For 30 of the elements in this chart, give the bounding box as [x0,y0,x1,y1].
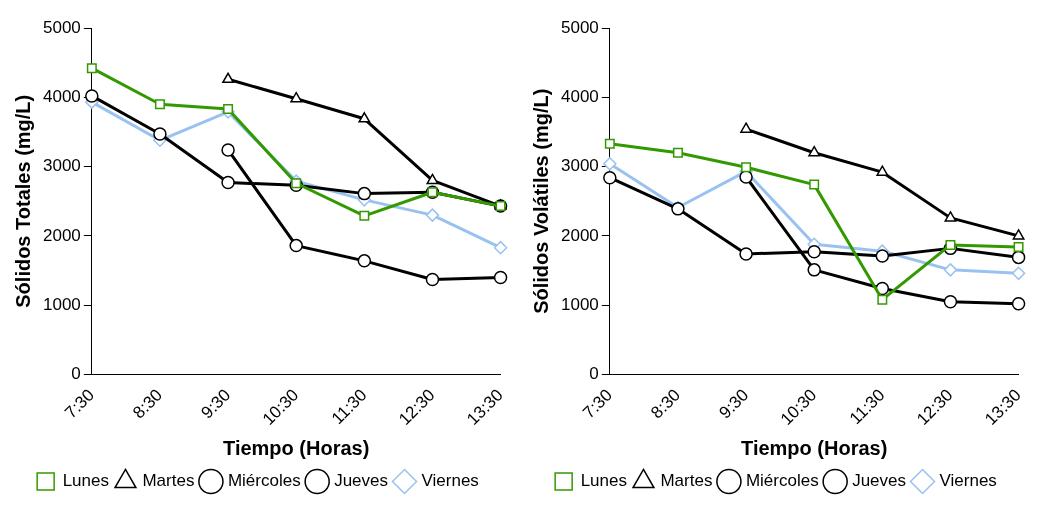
legend-label: Jueves [852,471,907,491]
legend-label: Lunes [62,471,109,491]
y-tick-label: 3000 [42,156,81,176]
y-tick-label: 1000 [560,294,599,314]
legend-label: Viernes [939,471,997,491]
y-tick-label: 4000 [560,86,599,106]
x-tick-label: 7:30 [61,385,98,423]
x-tick-label: 9:30 [197,385,235,423]
legend-label: Miércoles [745,471,819,491]
y-tick-label: 3000 [560,156,599,176]
legend-label: Viernes [421,471,479,491]
y-axis-title: Sólidos Volátiles (mg/L) [529,88,552,314]
x-axis-title: Tiempo (Horas) [223,436,370,459]
y-tick-label: 4000 [42,86,81,106]
y-tick-label: 5000 [560,17,599,37]
y-tick-label: 5000 [42,17,81,37]
y-axis-title: Sólidos Totales (mg/L) [11,94,34,308]
x-tick-label: 9:30 [715,385,753,423]
legend-label: Martes [660,471,713,491]
y-tick-label: 1000 [42,294,81,314]
y-tick-label: 0 [589,364,599,384]
y-tick-label: 2000 [42,225,81,245]
legend-label: Lunes [580,471,627,491]
legend-label: Martes [142,471,195,491]
x-tick-label: 7:30 [579,385,616,423]
y-tick-label: 0 [71,364,81,384]
legend-label: Miércoles [227,471,301,491]
y-tick-label: 2000 [560,225,599,245]
x-axis-title: Tiempo (Horas) [741,436,888,459]
legend-label: Jueves [334,471,389,491]
